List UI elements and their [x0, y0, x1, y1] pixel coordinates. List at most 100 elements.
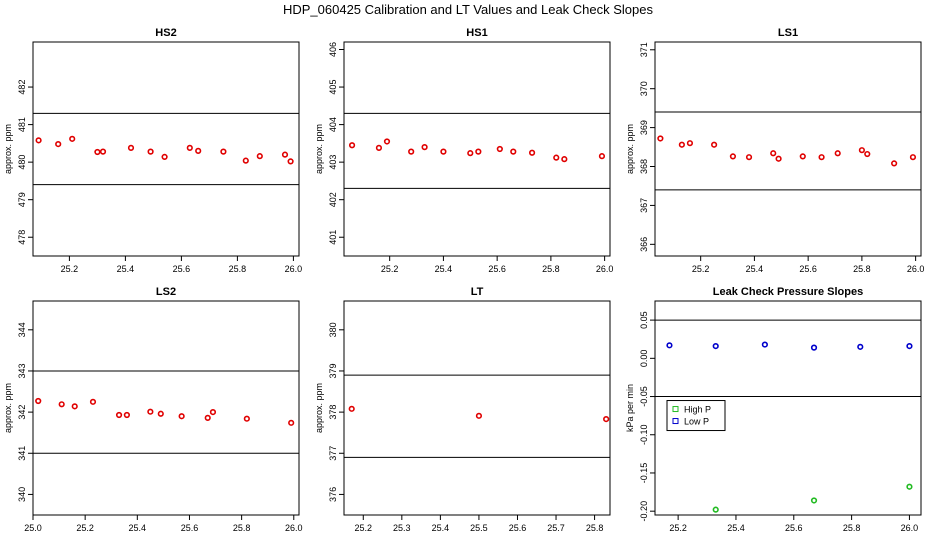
y-tick-label: -0.10	[639, 424, 649, 445]
legend-swatch	[672, 418, 679, 425]
data-point-hs1	[528, 149, 536, 156]
plot-frame	[343, 41, 611, 257]
y-axis-label: approx. ppm	[314, 383, 324, 433]
data-point-ls2	[243, 415, 250, 422]
x-tick-label: 25.4	[129, 523, 147, 533]
data-point-hs2	[94, 148, 101, 156]
data-point-ls1	[858, 147, 865, 154]
data-point-ls1	[891, 160, 898, 167]
y-tick-label: 481	[17, 117, 27, 132]
data-point-low-p	[906, 342, 913, 350]
x-tick-label: 25.6	[181, 523, 199, 533]
data-point-ls1	[834, 150, 841, 157]
data-point-ls1	[818, 154, 825, 161]
data-point-ls2	[157, 410, 164, 417]
data-point-hs2	[186, 144, 193, 151]
x-tick-label: 25.2	[76, 523, 94, 533]
data-point-ls1	[770, 150, 777, 157]
data-point-hs2	[161, 153, 168, 160]
x-tick-label: 26.0	[285, 264, 303, 274]
data-point-high-p	[712, 506, 719, 513]
y-tick-label: 343	[17, 363, 27, 378]
y-tick-label: 342	[17, 405, 27, 420]
data-point-low-p	[857, 343, 864, 350]
data-point-ls1	[729, 153, 737, 160]
y-tick-label: 478	[17, 230, 27, 245]
plot-frame	[32, 41, 300, 257]
data-point-hs1	[467, 150, 474, 157]
data-point-hs2	[256, 153, 263, 160]
data-point-hs1	[561, 156, 568, 163]
x-tick-label: 25.0	[24, 523, 42, 533]
x-tick-label: 25.2	[692, 264, 710, 274]
data-point-hs2	[69, 135, 76, 142]
plot-frame	[343, 300, 611, 516]
y-tick-label: 340	[17, 487, 27, 502]
y-tick-label: 401	[328, 230, 338, 245]
data-point-ls1	[686, 140, 694, 147]
data-point-ls2	[123, 411, 130, 419]
data-point-low-p	[810, 344, 818, 351]
x-tick-label: 25.4	[117, 264, 135, 274]
data-point-hs2	[281, 151, 289, 158]
x-tick-label: 26.0	[596, 264, 614, 274]
data-point-ls2	[178, 413, 185, 420]
y-axis-label: kPa per min	[625, 384, 635, 432]
chart-title: LS2	[156, 286, 176, 298]
x-tick-label: 25.3	[393, 523, 411, 533]
data-point-ls1	[909, 154, 917, 161]
data-point-hs2	[220, 148, 227, 155]
data-point-hs1	[510, 148, 517, 155]
chart-title: HS2	[155, 27, 176, 39]
x-tick-label: 26.0	[907, 264, 925, 274]
x-tick-label: 25.8	[853, 264, 871, 274]
y-tick-label: 371	[639, 42, 649, 57]
x-tick-label: 25.6	[509, 523, 527, 533]
y-tick-label: 370	[639, 81, 649, 96]
data-point-lt	[348, 405, 355, 412]
y-tick-label: 406	[328, 42, 338, 57]
legend-swatch	[672, 406, 679, 413]
data-point-hs1	[408, 148, 415, 155]
y-axis-label: approx. ppm	[3, 383, 13, 433]
x-tick-label: 25.5	[470, 523, 488, 533]
chart-title: LT	[471, 286, 484, 298]
y-tick-label: -0.15	[639, 463, 649, 484]
data-point-hs2	[147, 148, 154, 155]
y-tick-label: 480	[17, 155, 27, 170]
data-point-hs1	[440, 148, 447, 155]
data-point-hs2	[242, 157, 249, 164]
x-tick-label: 25.6	[488, 264, 506, 274]
data-point-ls1	[864, 150, 871, 158]
y-tick-label: 378	[328, 405, 338, 420]
x-tick-label: 25.6	[799, 264, 817, 274]
y-axis-label: approx. ppm	[625, 124, 635, 174]
data-point-low-p	[761, 341, 768, 348]
data-point-low-p	[712, 342, 719, 350]
y-tick-label: 344	[17, 322, 27, 337]
y-tick-label: 0.05	[639, 311, 649, 329]
data-point-ls1	[678, 141, 685, 148]
x-tick-label: 25.4	[727, 523, 745, 533]
data-point-hs1	[496, 145, 503, 153]
y-tick-label: 369	[639, 120, 649, 135]
data-point-hs2	[99, 148, 107, 155]
y-tick-label: 380	[328, 322, 338, 337]
y-tick-label: -0.20	[639, 501, 649, 522]
x-tick-label: 25.2	[381, 264, 399, 274]
x-tick-label: 25.6	[173, 264, 191, 274]
data-point-ls2	[71, 403, 78, 410]
x-tick-label: 26.0	[901, 523, 919, 533]
x-tick-label: 25.4	[435, 264, 453, 274]
y-tick-label: 403	[328, 155, 338, 170]
data-point-hs2	[55, 141, 62, 148]
plot-frame	[654, 300, 922, 516]
data-point-ls2	[58, 401, 65, 408]
legend-label: Low P	[684, 417, 709, 427]
data-point-ls1	[775, 155, 782, 162]
data-point-high-p	[906, 483, 913, 490]
chart-title: HS1	[466, 27, 487, 39]
data-point-ls2	[288, 419, 295, 426]
